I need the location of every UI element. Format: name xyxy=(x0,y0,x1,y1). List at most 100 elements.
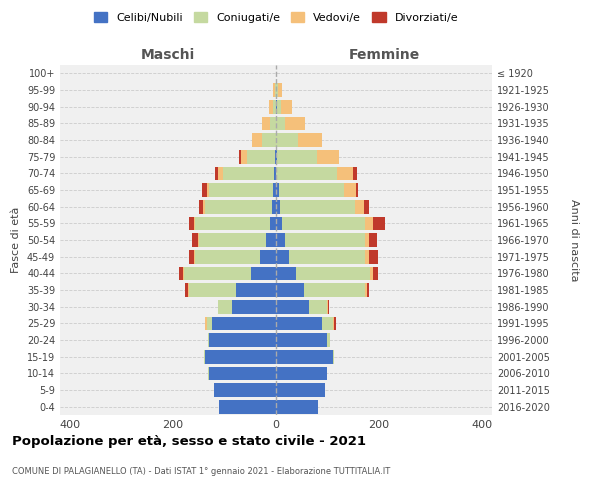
Bar xyxy=(189,216,194,230)
Bar xyxy=(328,300,329,314)
Bar xyxy=(205,316,206,330)
Bar xyxy=(277,100,281,114)
Bar xyxy=(202,183,206,197)
Bar xyxy=(276,133,298,147)
Bar xyxy=(276,400,318,413)
Bar xyxy=(274,183,276,197)
Bar xyxy=(356,183,358,197)
Bar xyxy=(337,166,353,180)
Bar xyxy=(205,350,276,364)
Bar xyxy=(298,133,322,147)
Bar xyxy=(262,133,276,147)
Bar xyxy=(276,283,304,297)
Bar xyxy=(209,366,276,380)
Bar xyxy=(276,250,289,264)
Bar xyxy=(274,83,275,97)
Bar xyxy=(260,250,276,264)
Bar xyxy=(364,200,369,213)
Bar xyxy=(179,266,184,280)
Bar xyxy=(262,116,270,130)
Bar xyxy=(199,233,266,247)
Bar xyxy=(278,183,344,197)
Bar xyxy=(195,216,270,230)
Legend: Celibi/Nubili, Coniugati/e, Vedovi/e, Divorziati/e: Celibi/Nubili, Coniugati/e, Vedovi/e, Di… xyxy=(89,8,463,28)
Bar xyxy=(289,250,365,264)
Bar xyxy=(328,333,330,347)
Bar xyxy=(218,300,232,314)
Bar xyxy=(239,150,241,164)
Bar xyxy=(205,200,272,213)
Bar xyxy=(270,116,276,130)
Bar xyxy=(185,283,188,297)
Bar xyxy=(215,166,218,180)
Bar xyxy=(296,266,370,280)
Bar xyxy=(367,283,369,297)
Bar xyxy=(251,266,276,280)
Bar xyxy=(276,150,277,164)
Bar xyxy=(304,283,365,297)
Bar xyxy=(206,183,209,197)
Bar xyxy=(274,166,276,180)
Bar xyxy=(199,200,203,213)
Bar xyxy=(209,333,276,347)
Bar xyxy=(188,283,236,297)
Bar xyxy=(332,316,334,330)
Bar xyxy=(236,283,276,297)
Bar xyxy=(269,100,274,114)
Bar xyxy=(194,250,195,264)
Bar xyxy=(276,316,322,330)
Bar xyxy=(204,350,205,364)
Text: Maschi: Maschi xyxy=(141,48,195,62)
Bar xyxy=(276,366,328,380)
Bar xyxy=(344,183,356,197)
Bar xyxy=(365,233,369,247)
Bar xyxy=(310,300,328,314)
Bar xyxy=(272,200,276,213)
Bar xyxy=(206,316,212,330)
Bar xyxy=(332,350,334,364)
Bar xyxy=(194,216,195,230)
Bar xyxy=(184,266,251,280)
Bar xyxy=(285,116,305,130)
Bar xyxy=(198,233,199,247)
Y-axis label: Anni di nascita: Anni di nascita xyxy=(569,198,579,281)
Bar xyxy=(276,266,296,280)
Bar xyxy=(282,216,365,230)
Bar xyxy=(195,250,260,264)
Bar xyxy=(203,200,205,213)
Bar xyxy=(276,83,278,97)
Bar xyxy=(220,400,276,413)
Bar xyxy=(276,383,325,397)
Text: COMUNE DI PALAGIANELLO (TA) - Dati ISTAT 1° gennaio 2021 - Elaborazione TUTTITAL: COMUNE DI PALAGIANELLO (TA) - Dati ISTAT… xyxy=(12,468,390,476)
Bar xyxy=(370,266,373,280)
Bar xyxy=(274,100,276,114)
Bar xyxy=(373,266,378,280)
Bar xyxy=(365,216,373,230)
Bar xyxy=(214,383,276,397)
Text: Femmine: Femmine xyxy=(349,48,419,62)
Bar xyxy=(189,250,194,264)
Text: Popolazione per età, sesso e stato civile - 2021: Popolazione per età, sesso e stato civil… xyxy=(12,435,366,448)
Bar xyxy=(223,166,274,180)
Bar xyxy=(275,150,276,164)
Bar xyxy=(276,350,332,364)
Bar xyxy=(276,183,278,197)
Bar xyxy=(365,283,367,297)
Bar xyxy=(241,150,247,164)
Bar xyxy=(276,300,310,314)
Bar xyxy=(275,83,276,97)
Bar xyxy=(276,233,285,247)
Bar xyxy=(280,200,355,213)
Bar xyxy=(247,150,275,164)
Bar xyxy=(218,166,223,180)
Bar xyxy=(317,150,339,164)
Bar xyxy=(373,216,385,230)
Bar xyxy=(353,166,357,180)
Bar xyxy=(212,316,276,330)
Bar xyxy=(270,216,276,230)
Bar xyxy=(276,100,277,114)
Bar xyxy=(232,300,276,314)
Bar xyxy=(365,250,369,264)
Bar xyxy=(266,233,276,247)
Bar xyxy=(276,333,328,347)
